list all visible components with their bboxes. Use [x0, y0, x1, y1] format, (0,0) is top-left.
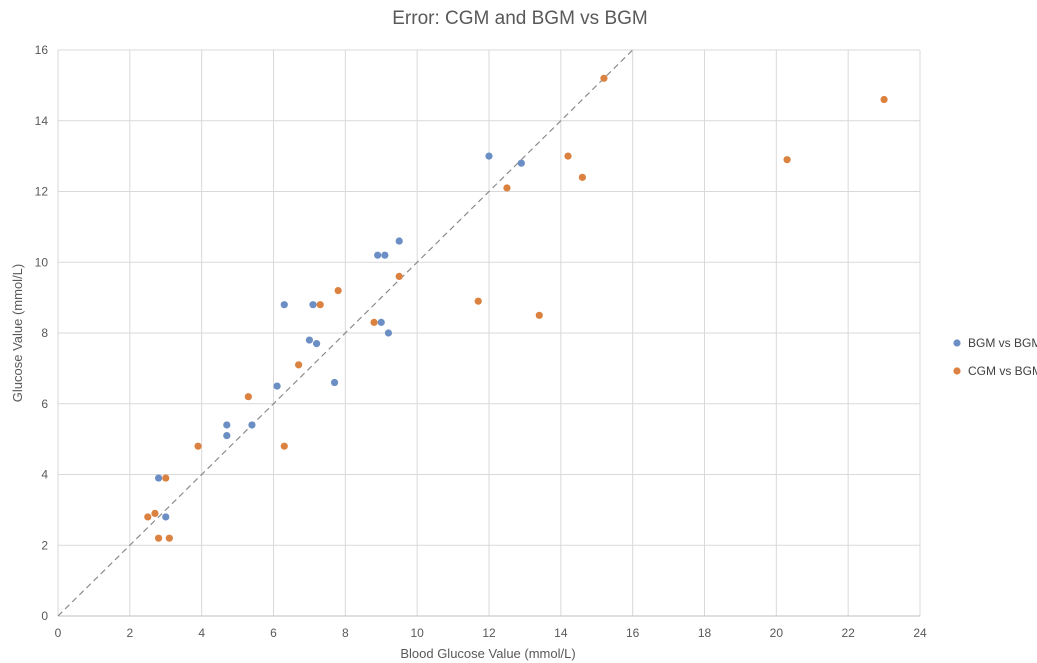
y-tick-label: 14: [35, 114, 49, 128]
bgm-vs-bgm-point: [377, 318, 385, 326]
cgm-vs-bgm-point: [564, 152, 572, 160]
legend-marker-cgm-vs-bgm: [953, 367, 961, 375]
x-tick-label: 4: [198, 626, 205, 640]
cgm-vs-bgm-point: [783, 156, 791, 164]
cgm-vs-bgm-point: [503, 184, 511, 192]
cgm-vs-bgm-point: [295, 361, 303, 369]
x-tick-label: 8: [342, 626, 349, 640]
cgm-vs-bgm-point: [578, 173, 586, 181]
bgm-vs-bgm-point: [517, 159, 525, 167]
x-tick-label: 6: [270, 626, 277, 640]
y-axis-ticks: 0 2 4 6 8 10 12 14 16: [35, 43, 49, 623]
cgm-vs-bgm-point: [474, 297, 482, 305]
x-tick-label: 20: [770, 626, 784, 640]
y-tick-label: 12: [35, 185, 49, 199]
cgm-vs-bgm-point: [162, 474, 170, 482]
y-tick-label: 0: [41, 609, 48, 623]
bgm-vs-bgm-point: [395, 237, 403, 245]
y-tick-label: 4: [41, 468, 48, 482]
grid: [57, 49, 921, 617]
x-tick-label: 2: [126, 626, 133, 640]
cgm-vs-bgm-point: [154, 534, 163, 542]
reference-diagonal-line: [57, 49, 634, 617]
bgm-vs-bgm-point: [280, 301, 288, 309]
x-axis-ticks: 0 2 4 6 8 10 12 14 16 18 20 22 24: [55, 626, 927, 640]
x-tick-label: 18: [698, 626, 712, 640]
bgm-vs-bgm-point: [248, 421, 256, 429]
cgm-vs-bgm-point: [334, 286, 342, 295]
y-axis-title: Glucose Value (mmol/L): [10, 264, 25, 402]
legend-label-bgm-vs-bgm: BGM vs BGM: [968, 336, 1037, 350]
cgm-vs-bgm-point: [144, 513, 152, 521]
bgm-vs-bgm-point: [305, 336, 314, 344]
x-tick-label: 14: [554, 626, 568, 640]
legend: BGM vs BGM CGM vs BGM: [953, 336, 1037, 378]
cgm-vs-bgm-point: [370, 318, 378, 326]
y-tick-label: 6: [41, 397, 48, 411]
cgm-vs-bgm-point: [244, 393, 252, 401]
cgm-vs-bgm-point: [600, 74, 608, 82]
y-tick-label: 8: [41, 326, 48, 340]
bgm-vs-bgm-point: [330, 378, 339, 387]
x-tick-label: 0: [55, 626, 62, 640]
bgm-vs-bgm-point: [485, 152, 493, 160]
bgm-vs-bgm-point: [223, 421, 231, 429]
cgm-vs-bgm-point: [535, 311, 543, 319]
bgm-vs-bgm-point: [154, 474, 163, 482]
cgm-vs-bgm-point: [151, 509, 159, 518]
bgm-vs-bgm-point: [374, 251, 382, 259]
x-tick-label: 24: [913, 626, 927, 640]
chart-title: Error: CGM and BGM vs BGM: [392, 8, 647, 29]
bgm-vs-bgm-point: [313, 340, 321, 348]
cgm-vs-bgm-point: [316, 301, 324, 309]
x-tick-label: 10: [410, 626, 424, 640]
plot-points: [144, 74, 888, 542]
x-tick-label: 12: [482, 626, 496, 640]
y-tick-label: 16: [35, 43, 49, 57]
bgm-vs-bgm-point: [381, 251, 389, 259]
x-axis-title: Blood Glucose Value (mmol/L): [400, 646, 575, 661]
legend-label-cgm-vs-bgm: CGM vs BGM: [968, 364, 1037, 378]
cgm-vs-bgm-point: [395, 272, 403, 280]
legend-marker-bgm-vs-bgm: [953, 339, 961, 347]
x-tick-label: 22: [841, 626, 855, 640]
bgm-vs-bgm-point: [223, 431, 231, 440]
bgm-vs-bgm-point: [384, 329, 393, 337]
bgm-vs-bgm-point: [309, 301, 317, 309]
cgm-vs-bgm-point: [280, 442, 288, 450]
bgm-vs-bgm-point: [162, 513, 170, 521]
cgm-vs-bgm-point: [194, 442, 202, 450]
y-tick-label: 2: [41, 538, 48, 552]
cgm-vs-bgm-point: [880, 95, 888, 104]
y-tick-label: 10: [35, 255, 49, 269]
bgm-vs-bgm-point: [273, 382, 281, 390]
x-tick-label: 16: [626, 626, 640, 640]
cgm-vs-bgm-point: [165, 534, 173, 542]
